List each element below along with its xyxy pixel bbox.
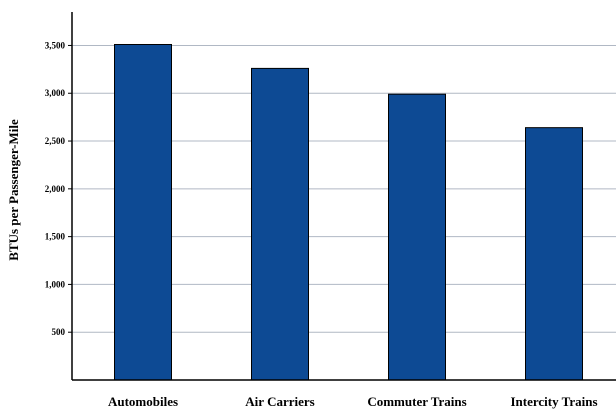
bar-2 — [388, 93, 446, 381]
y-tick-label-1: 1,000 — [45, 279, 66, 289]
y-axis-label: BTUs per Passenger-Mile — [6, 119, 21, 261]
bar-1 — [251, 67, 309, 381]
category-label-1: Air Carriers — [245, 394, 314, 409]
y-axis-label-box: BTUs per Passenger-Mile — [4, 60, 24, 320]
category-label-3: Intercity Trains — [510, 394, 597, 409]
bar-0 — [114, 43, 172, 381]
axis-layer — [68, 12, 616, 381]
tick-label-layer: 500 1,000 1,500 2,000 2,500 3,000 3,500 — [45, 40, 66, 337]
category-label-0: Automobiles — [108, 394, 178, 409]
y-tick-label-0: 500 — [52, 327, 66, 337]
y-tick-label-6: 3,500 — [45, 40, 66, 50]
y-tick-label-2: 1,500 — [45, 232, 66, 242]
y-tick-label-5: 3,000 — [45, 88, 66, 98]
bar-layer — [114, 43, 583, 381]
category-label-2: Commuter Trains — [367, 394, 466, 409]
y-tick-label-4: 2,500 — [45, 136, 66, 146]
bar-3 — [525, 127, 583, 381]
category-label-layer: Automobiles Air Carriers Commuter Trains In… — [108, 394, 598, 409]
y-tick-label-3: 2,000 — [45, 184, 66, 194]
